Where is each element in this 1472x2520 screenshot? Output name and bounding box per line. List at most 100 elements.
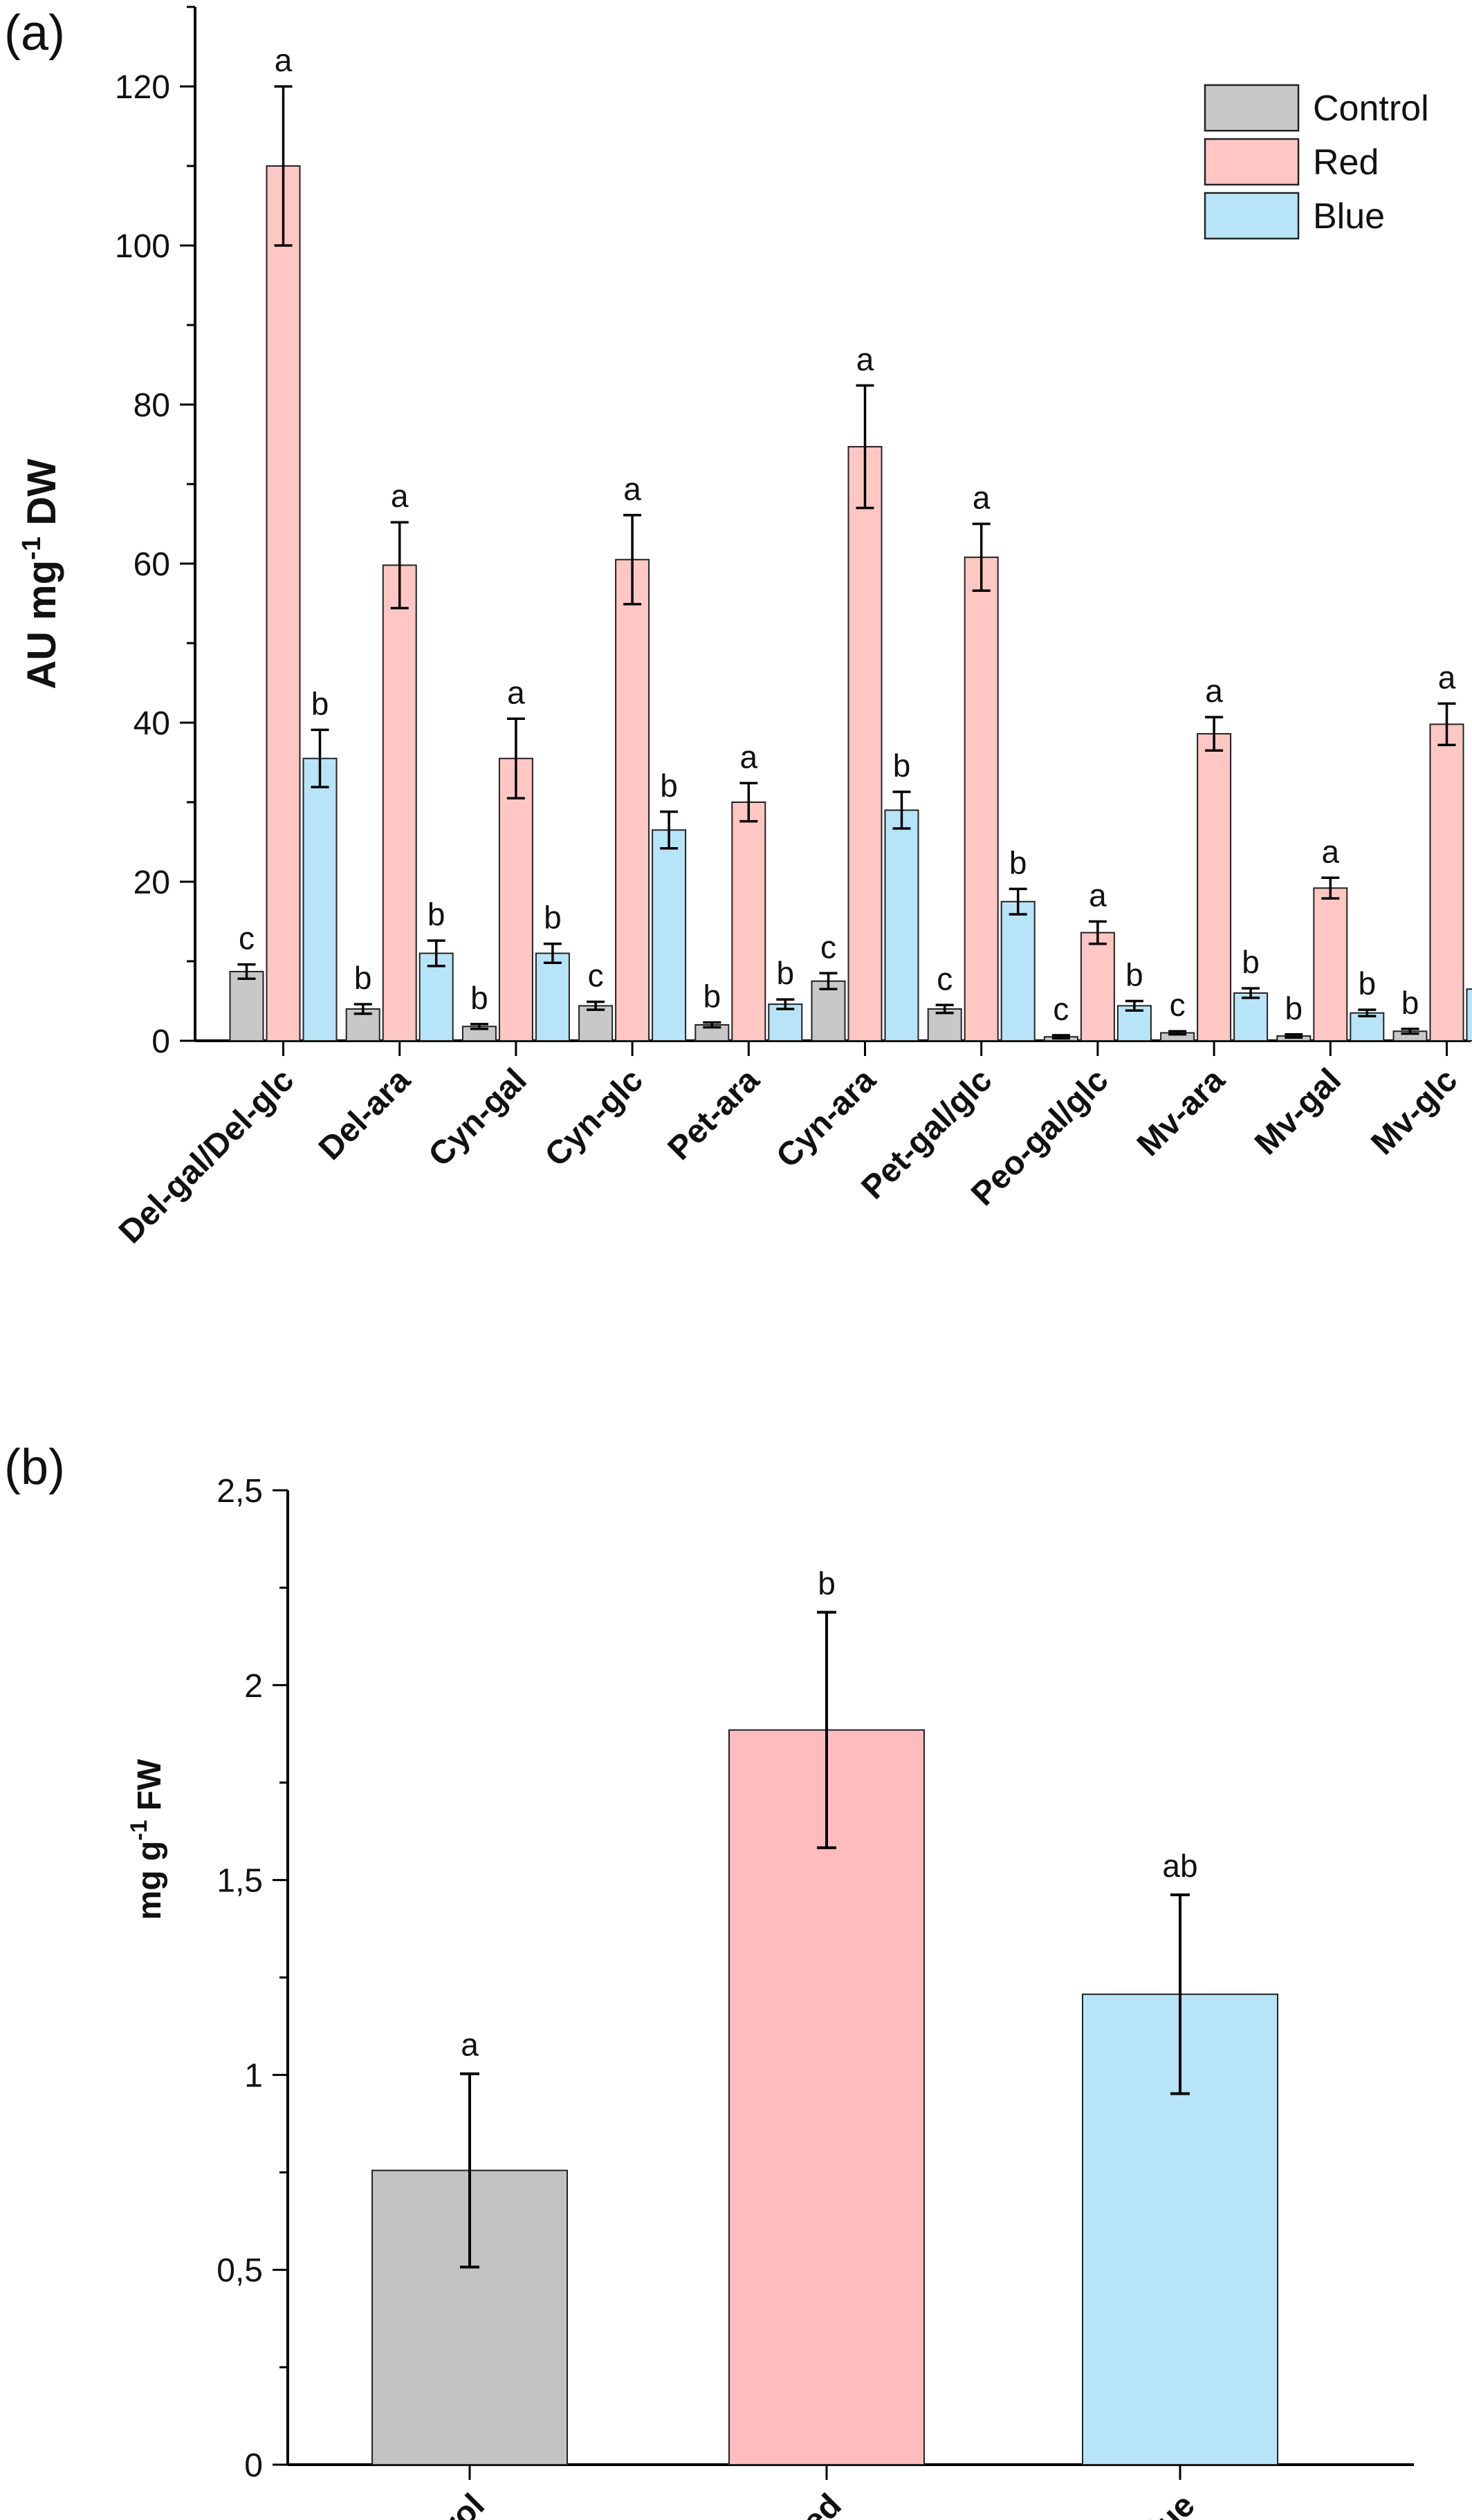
panel-a-significance-letter: a bbox=[275, 42, 293, 78]
panel-a-significance-letter: a bbox=[1089, 878, 1107, 914]
panel-a-bar-red bbox=[1080, 932, 1115, 1041]
panel-a-bar-control bbox=[578, 1005, 614, 1042]
panel-a-significance-letter: b bbox=[660, 768, 678, 804]
panel-a-bar-blue bbox=[302, 757, 338, 1041]
panel-a-chart: (a) AU mg-1 DW 0 20 40 60 80 100 120 c a b Del-gal… bbox=[4, 6, 1472, 1251]
panel-b-y-tick-label: 2 bbox=[244, 1668, 263, 1705]
panel-a-significance-letter: a bbox=[740, 739, 758, 775]
panel-a-significance-letter: b bbox=[1009, 844, 1027, 880]
panel-a-significance-letter: b bbox=[1125, 957, 1143, 993]
panel-a-bar-control bbox=[927, 1008, 962, 1041]
panel-a-bar-red bbox=[382, 564, 417, 1041]
panel-a-significance-letter: a bbox=[507, 674, 525, 710]
panel-a-category-label: Cyn-glc bbox=[538, 1062, 650, 1174]
panel-a-y-tick-label: 40 bbox=[134, 705, 170, 742]
panel-a-legend: Control Red Blue bbox=[1204, 84, 1429, 240]
panel-a-significance-letter: a bbox=[391, 478, 409, 514]
panel-b-y-tick-label: 2,5 bbox=[217, 1473, 263, 1510]
panel-a-significance-letter: a bbox=[623, 471, 641, 507]
panel-a-bar-red bbox=[1313, 887, 1348, 1041]
panel-a-legend-swatch-blue bbox=[1204, 192, 1300, 240]
panel-a-category-label: Mv-glc bbox=[1364, 1062, 1464, 1162]
panel-b-y-tick-label: 1 bbox=[244, 2057, 263, 2094]
panel-b-category-label: Blue bbox=[1125, 2487, 1202, 2520]
panel-a-bar-blue bbox=[1233, 992, 1269, 1041]
panel-a-category-label: Cyn-ara bbox=[769, 1062, 883, 1175]
panel-a-category-label: Cyn-gal bbox=[422, 1062, 534, 1174]
panel-a-significance-letter: b bbox=[893, 748, 911, 784]
panel-b-y-axis-title: mg g-1 FW bbox=[126, 1759, 168, 1920]
panel-a-significance-letter: b bbox=[470, 980, 488, 1016]
panel-a-y-axis-title-sup: -1 bbox=[17, 537, 46, 560]
panel-a-significance-letter: a bbox=[856, 341, 874, 377]
panel-a-category-label: Mv-ara bbox=[1130, 1062, 1232, 1163]
panel-a-significance-letter: a bbox=[1322, 833, 1340, 869]
panel-a-bar-red bbox=[847, 445, 883, 1041]
panel-a-significance-letter: c bbox=[1170, 987, 1186, 1023]
panel-b-category-label: Red bbox=[778, 2487, 849, 2520]
panel-a-category-label: Del-ara bbox=[312, 1062, 418, 1167]
panel-a-y-axis-title-tail: DW bbox=[19, 458, 64, 537]
panel-a-significance-letter: a bbox=[1205, 673, 1223, 709]
panel-b-label: (b) bbox=[4, 1440, 65, 1495]
panel-a-bar-red bbox=[615, 559, 650, 1041]
panel-a-legend-label: Blue bbox=[1313, 196, 1385, 237]
panel-a-significance-letter: c bbox=[239, 920, 255, 956]
panel-a-bar-red bbox=[266, 165, 301, 1041]
panel-b-plot-area: 0 0,5 1 1,5 2 2,5 a Control b Red ab Blue bbox=[217, 1473, 1414, 2520]
panel-a-bar-red bbox=[1429, 723, 1464, 1042]
panel-a-label: (a) bbox=[4, 6, 65, 61]
panel-a-y-axis-title-base: AU mg bbox=[19, 560, 64, 689]
panel-a-bar-blue bbox=[884, 809, 919, 1041]
panel-b-significance-letter: ab bbox=[1162, 1848, 1197, 1884]
panel-b-y-axis-title-sup: -1 bbox=[126, 1820, 152, 1841]
panel-a-significance-letter: b bbox=[777, 955, 795, 991]
panel-a-y-tick-label: 20 bbox=[134, 864, 170, 901]
panel-b-y-axis-title-tail: FW bbox=[131, 1759, 168, 1820]
panel-a-significance-letter: c bbox=[937, 961, 953, 997]
panel-a-legend-swatch-red bbox=[1204, 138, 1300, 186]
panel-a-bar-red bbox=[964, 556, 999, 1041]
panel-b-y-tick-label: 1,5 bbox=[217, 1863, 263, 1900]
panel-a-significance-letter: b bbox=[544, 900, 562, 936]
panel-a-y-tick-label: 120 bbox=[115, 69, 170, 106]
panel-a-bar-blue bbox=[1466, 988, 1472, 1041]
panel-a-y-tick-label: 60 bbox=[134, 546, 170, 583]
panel-a-bar-blue bbox=[652, 829, 687, 1041]
panel-a-category-label: Pet-ara bbox=[661, 1062, 767, 1167]
panel-b-chart: (b) mg g-1 FW 0 0,5 1 1,5 2 2,5 a Control b Red ab… bbox=[4, 1440, 1414, 2520]
panel-a-y-tick-label: 0 bbox=[151, 1023, 170, 1060]
panel-b-significance-letter: b bbox=[818, 1565, 836, 1601]
panel-b-category-label: Control bbox=[383, 2487, 492, 2520]
panel-a-significance-letter: a bbox=[1438, 659, 1456, 695]
panel-a-significance-letter: c bbox=[588, 958, 604, 994]
panel-a-y-axis-title: AU mg-1 DW bbox=[17, 458, 64, 689]
panel-a-significance-letter: b bbox=[703, 979, 721, 1015]
panel-a-significance-letter: b bbox=[427, 896, 445, 932]
panel-a-significance-letter: b bbox=[311, 685, 329, 721]
panel-a-legend-label: Control bbox=[1313, 89, 1429, 129]
panel-a-legend-label: Red bbox=[1313, 142, 1379, 183]
panel-a-bar-control bbox=[811, 980, 846, 1041]
panel-b-y-tick-label: 0,5 bbox=[217, 2252, 263, 2289]
panel-a-significance-letter: a bbox=[973, 480, 991, 516]
panel-a-bar-blue bbox=[1000, 900, 1036, 1041]
panel-a-bar-blue bbox=[535, 952, 570, 1041]
panel-b-y-tick-label: 0 bbox=[244, 2447, 263, 2484]
panel-a-significance-letter: b bbox=[1401, 985, 1419, 1021]
panel-a-significance-letter: c bbox=[1053, 991, 1069, 1027]
panel-a-category-label: Mv-gal bbox=[1248, 1062, 1348, 1162]
panel-a-bar-red bbox=[731, 802, 766, 1041]
panel-b-bar-red bbox=[728, 1729, 925, 2465]
panel-a-significance-letter: c bbox=[820, 929, 836, 965]
panel-a-significance-letter: b bbox=[1285, 990, 1303, 1026]
panel-a-legend-swatch-control bbox=[1204, 84, 1300, 132]
panel-a-bar-control bbox=[229, 970, 264, 1041]
panel-a-y-tick-label: 100 bbox=[115, 228, 170, 265]
panel-a-significance-letter: b bbox=[354, 960, 372, 996]
panel-a-significance-letter: b bbox=[1359, 965, 1377, 1001]
panel-b-y-axis-title-base: mg g bbox=[131, 1841, 168, 1920]
panel-a-bar-red bbox=[1197, 733, 1232, 1041]
panel-a-y-tick-label: 80 bbox=[134, 387, 170, 424]
